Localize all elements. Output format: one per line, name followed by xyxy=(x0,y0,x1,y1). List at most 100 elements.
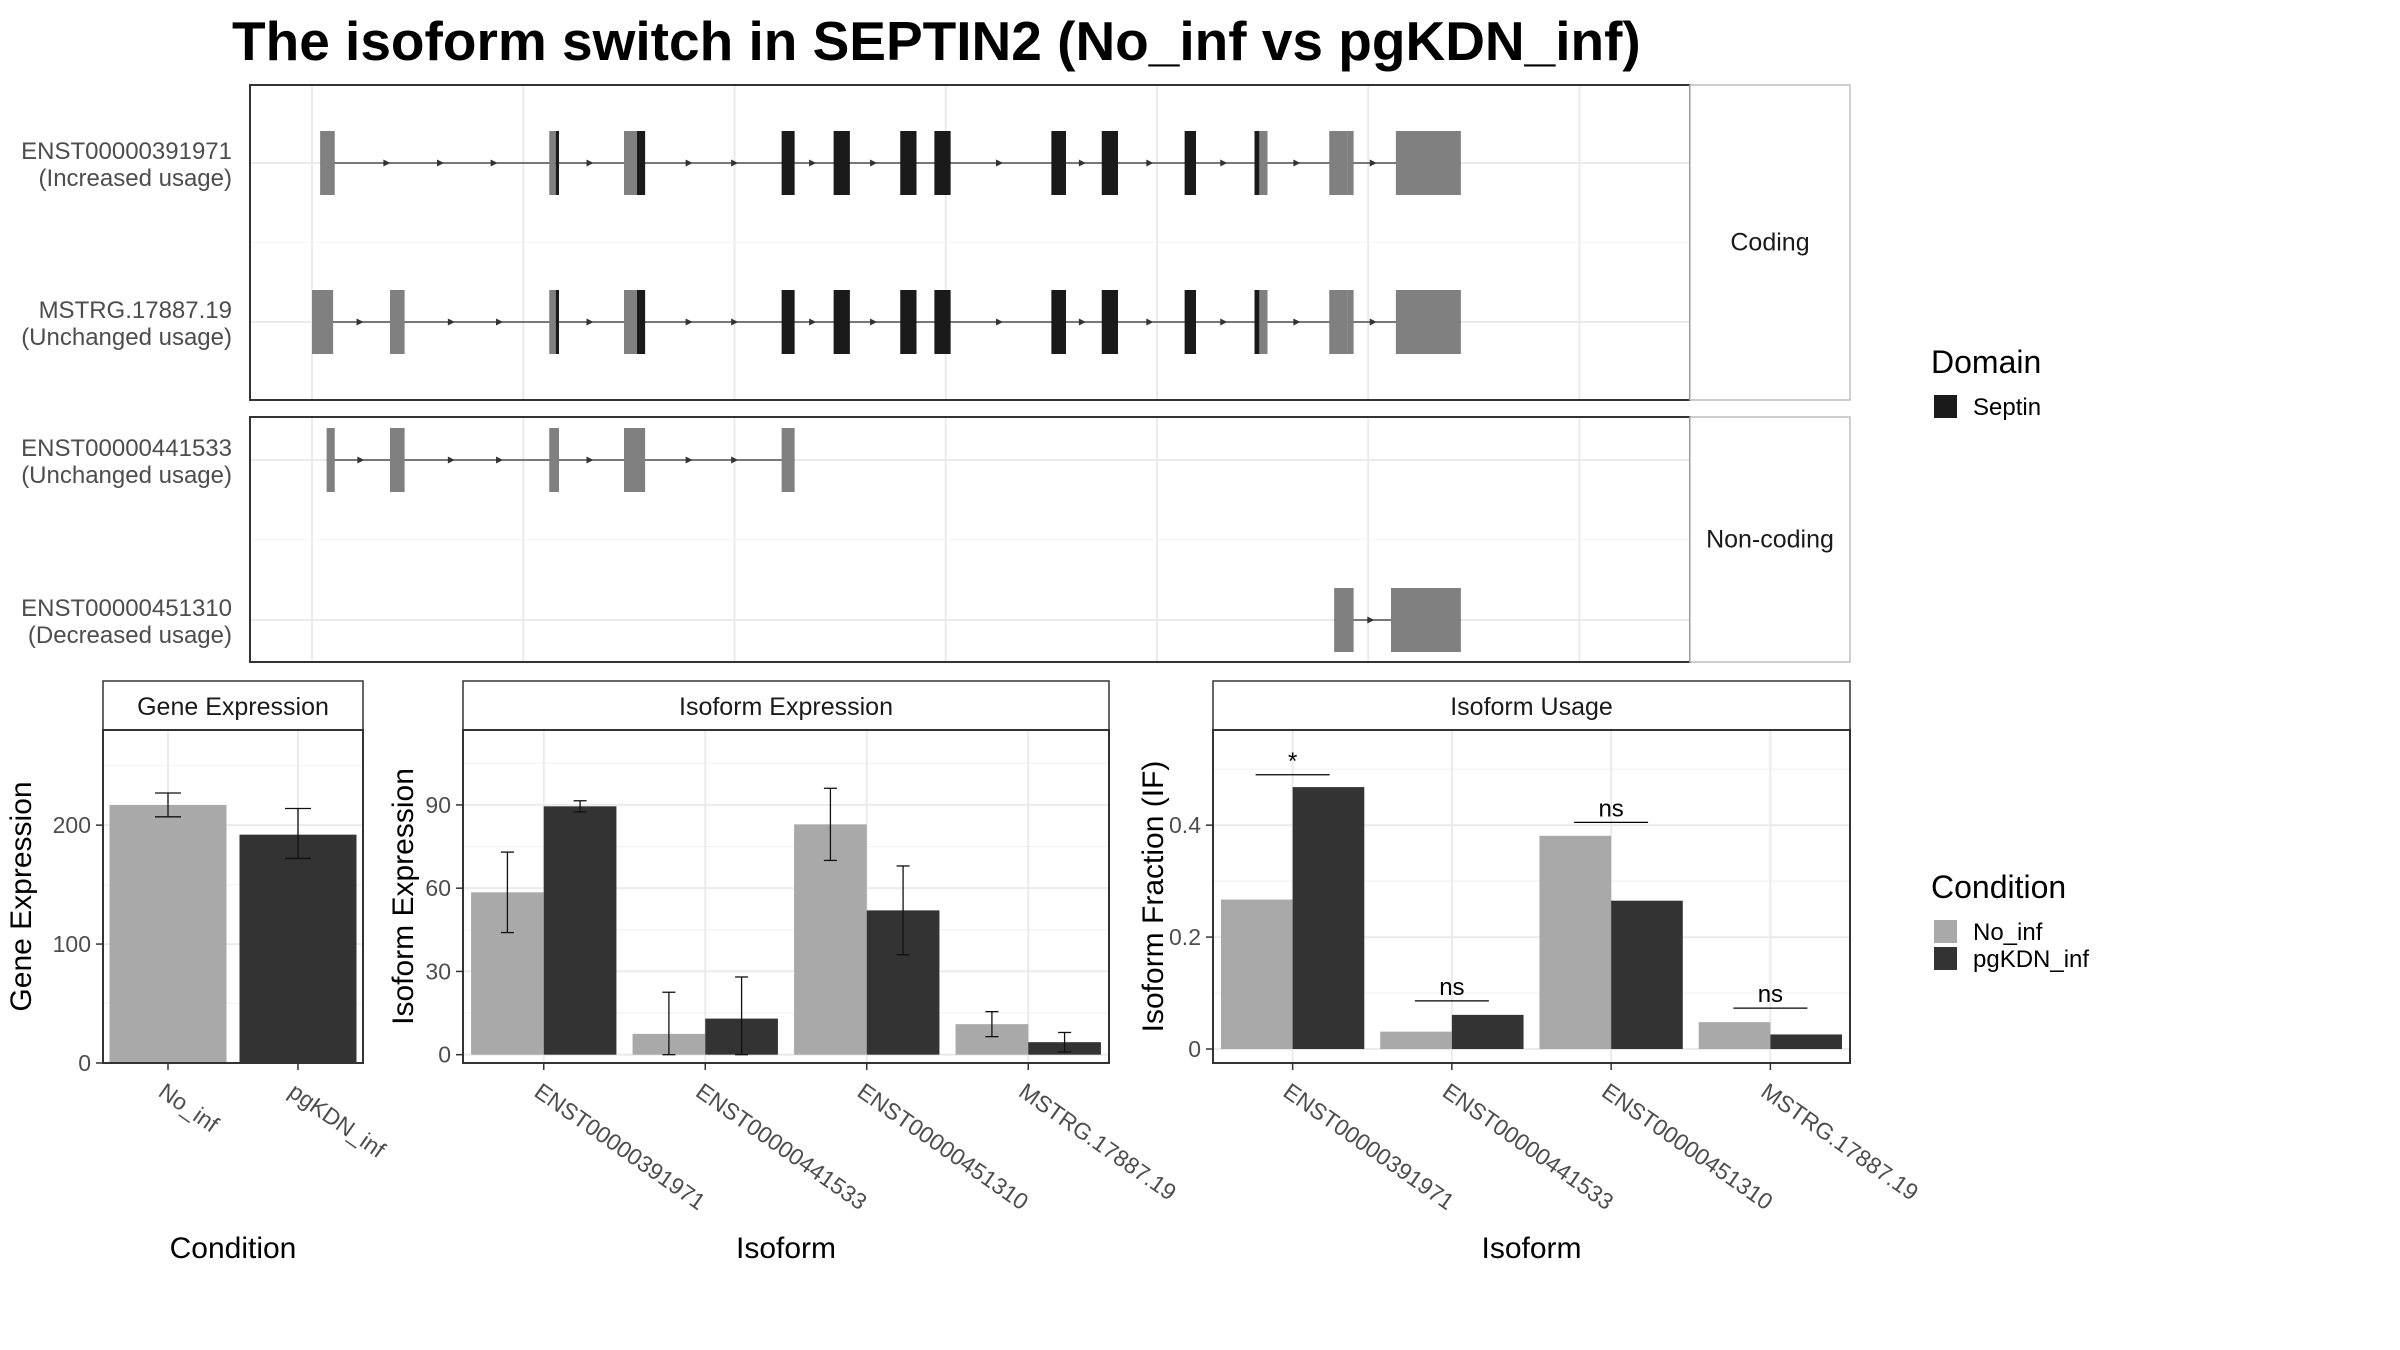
strand-arrow xyxy=(809,159,817,167)
exon-domain xyxy=(900,290,917,354)
significance-label: ns xyxy=(1598,795,1623,822)
bar-No_inf xyxy=(1539,835,1612,1050)
strip-label: Gene Expression xyxy=(137,693,329,721)
exon-utr xyxy=(781,428,795,492)
strand-arrow xyxy=(1293,159,1301,167)
bar-pgKDN_inf xyxy=(1611,900,1683,1050)
y-tick-label: 60 xyxy=(425,875,451,901)
strand-arrow xyxy=(1293,318,1301,326)
y-axis-title: Gene Expression xyxy=(5,781,38,1011)
exon-domain xyxy=(1051,290,1066,354)
y-tick-label: 0 xyxy=(78,1050,91,1076)
strand-arrow xyxy=(996,159,1003,167)
panel-border xyxy=(462,729,1110,1064)
exon-domain xyxy=(1051,131,1066,195)
x-tick-label: No_inf xyxy=(154,1078,224,1138)
strand-arrow xyxy=(586,159,594,167)
panel-border xyxy=(1212,729,1851,1064)
exon-domain xyxy=(555,131,559,195)
exon-domain xyxy=(1254,131,1260,195)
strand-arrow xyxy=(1220,159,1228,167)
exon-utr xyxy=(549,290,556,354)
x-axis-title: Condition xyxy=(170,1232,297,1265)
exon-domain xyxy=(934,290,951,354)
strand-arrow xyxy=(809,318,817,326)
exon-utr xyxy=(1329,131,1348,195)
strand-arrow xyxy=(731,318,739,326)
legend-label: Septin xyxy=(1973,394,2041,421)
exon-domain xyxy=(900,131,917,195)
exon-utr xyxy=(390,428,405,492)
strand-arrow xyxy=(1220,318,1228,326)
strip xyxy=(462,680,1110,731)
exon-domain xyxy=(637,131,646,195)
exon-utr xyxy=(320,131,335,195)
x-tick-label: MSTRG.17887.19 xyxy=(1757,1078,1924,1206)
x-tick-label: ENST00000441533 xyxy=(691,1078,871,1215)
exon-domain xyxy=(555,290,559,354)
x-axis-title: Isoform xyxy=(1481,1232,1581,1265)
exon-domain xyxy=(781,131,795,195)
exon-utr xyxy=(1395,131,1461,195)
panel-border xyxy=(102,729,364,1064)
condition-legend-title: Condition xyxy=(1931,869,2066,905)
exon-domain xyxy=(934,131,951,195)
legend-key xyxy=(1934,947,1957,970)
x-tick-label: ENST00000441533 xyxy=(1438,1078,1618,1215)
strand-arrow xyxy=(731,456,739,464)
exon-domain xyxy=(781,290,795,354)
strand-arrow xyxy=(870,318,878,326)
strand-arrow xyxy=(1369,159,1377,167)
y-tick-label: 30 xyxy=(425,958,451,984)
strand-arrow xyxy=(685,318,693,326)
exon-domain xyxy=(1101,290,1118,354)
strip-label: Isoform Usage xyxy=(1450,693,1613,721)
y-axis-title: Isoform Expression xyxy=(387,768,420,1025)
gene-structure: ENST00000391971(Increased usage) MSTRG.17… xyxy=(21,84,1851,663)
domain-legend-title: Domain xyxy=(1931,344,2041,380)
bar-No_inf xyxy=(109,804,227,1063)
transcript-status-label: (Increased usage) xyxy=(39,165,232,192)
exon-utr xyxy=(549,131,556,195)
exon-domain xyxy=(637,290,646,354)
strand-arrow xyxy=(685,159,693,167)
panel-gene-expression: Gene Expression 0 100 200 No_inf pgKDN_inf Gen… xyxy=(5,680,391,1265)
significance-label: * xyxy=(1288,748,1297,775)
exon-utr xyxy=(624,428,646,492)
transcript-ENST00000451310: ENST00000451310(Decreased usage) xyxy=(21,588,1461,652)
strand-arrow xyxy=(496,318,504,326)
exon-domain xyxy=(1184,290,1196,354)
figure-body: ENST00000391971 (Increased usage) MSTRG.17… xyxy=(5,84,2089,1265)
x-tick-label: pgKDN_inf xyxy=(284,1078,391,1163)
strip-label: Isoform Expression xyxy=(679,693,893,721)
strand-arrow xyxy=(447,318,455,326)
exon-utr xyxy=(1391,588,1461,652)
exon-utr xyxy=(1347,131,1354,195)
x-axis-title: Isoform xyxy=(736,1232,836,1265)
x-tick-label: MSTRG.17887.19 xyxy=(1014,1078,1181,1206)
bar-No_inf xyxy=(1698,1022,1771,1050)
exon-utr xyxy=(624,290,637,354)
exon-utr xyxy=(326,428,335,492)
exon-domain xyxy=(833,131,850,195)
strand-arrow xyxy=(490,159,498,167)
y-tick-label: 200 xyxy=(53,812,91,838)
exon-utr xyxy=(1259,290,1268,354)
transcript-id-label: MSTRG.17887.19 xyxy=(39,297,232,324)
strand-arrow xyxy=(383,159,391,167)
y-tick-label: 0 xyxy=(1188,1036,1201,1062)
strand-arrow xyxy=(437,159,444,167)
strand-arrow xyxy=(357,456,365,464)
exon-utr xyxy=(312,290,334,354)
y-tick-label: 0.4 xyxy=(1169,812,1201,838)
bar-No_inf xyxy=(1220,899,1293,1050)
strip xyxy=(1212,680,1851,731)
exon-domain xyxy=(1101,131,1118,195)
significance-label: ns xyxy=(1758,981,1783,1008)
significance-label: ns xyxy=(1439,974,1464,1001)
transcript-status-label: (Unchanged usage) xyxy=(21,324,232,351)
x-tick-label: ENST00000391971 xyxy=(530,1078,710,1215)
bar-pgKDN_inf xyxy=(239,834,357,1063)
x-tick-label: ENST00000391971 xyxy=(1279,1078,1459,1215)
